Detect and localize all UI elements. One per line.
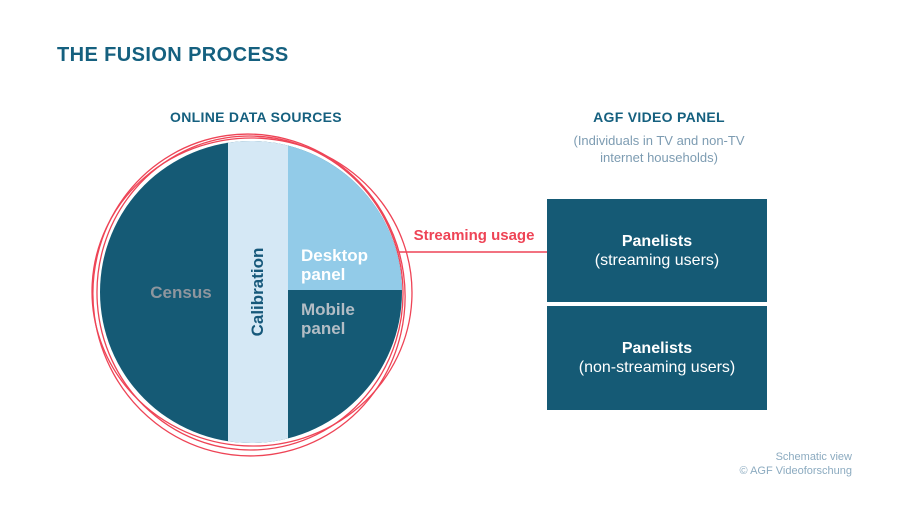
panelists-streaming-title: Panelists bbox=[621, 232, 693, 250]
calibration-strip-segment bbox=[228, 141, 288, 443]
red-ellipse-2 bbox=[91, 137, 413, 447]
online-data-sources-heading: ONLINE DATA SOURCES bbox=[170, 109, 342, 125]
panelists-streaming-subtitle: (streaming users) bbox=[594, 251, 720, 269]
footer: Schematic view © AGF Videoforschung bbox=[740, 450, 852, 478]
footer-copyright: © AGF Videoforschung bbox=[739, 465, 852, 477]
agf-video-panel-heading: AGF VIDEO PANEL bbox=[593, 109, 725, 125]
desktop-panel-label: Desktop panel bbox=[301, 246, 369, 284]
streaming-usage-label: Streaming usage bbox=[413, 227, 535, 244]
page-title: THE FUSION PROCESS bbox=[57, 44, 289, 66]
red-ellipse-3 bbox=[92, 133, 406, 457]
red-ellipse-1 bbox=[96, 135, 404, 451]
panelists-non-streaming-subtitle: (non-streaming users) bbox=[578, 359, 736, 376]
mobile-panel-label: Mobile panel bbox=[301, 300, 355, 338]
panelists-non-streaming-box: Panelists (non-streaming users) bbox=[547, 306, 767, 410]
agf-video-panel-subheading: (Individuals in TV and non-TV internet h… bbox=[573, 133, 745, 165]
panelists-streaming-box: Panelists (streaming users) bbox=[547, 199, 767, 302]
footer-schematic-view: Schematic view bbox=[775, 451, 852, 463]
red-annotation-ellipses bbox=[91, 133, 413, 457]
calibration-label: Calibration bbox=[248, 247, 267, 337]
panelists-non-streaming-title: Panelists bbox=[621, 340, 693, 357]
census-label: Census bbox=[150, 283, 212, 302]
